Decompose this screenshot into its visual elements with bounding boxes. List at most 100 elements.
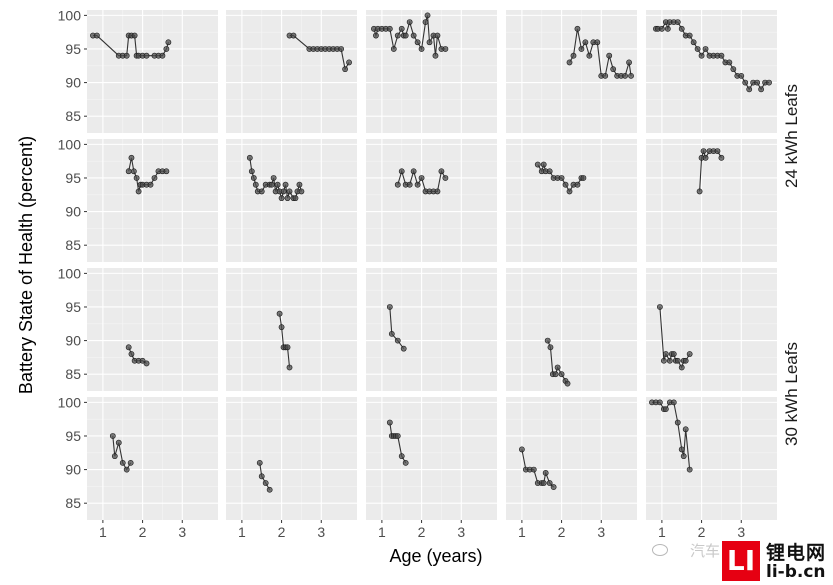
y-tick-label: 90: [65, 462, 81, 478]
data-point: [280, 188, 287, 195]
data-point: [766, 79, 772, 86]
data-point: [678, 25, 685, 32]
data-point: [700, 148, 707, 154]
data-point: [670, 399, 677, 406]
data-point: [530, 466, 537, 473]
data-point: [682, 357, 689, 364]
data-point: [147, 181, 154, 188]
x-tick-label: 1: [518, 524, 526, 540]
watermark-url: li-b.cn: [766, 562, 826, 582]
panel-2-0: [87, 268, 218, 391]
watermark-logo-icon: LI: [722, 541, 760, 581]
data-point: [133, 175, 140, 181]
data-point: [390, 46, 397, 52]
data-point: [696, 188, 703, 195]
data-point: [660, 357, 667, 364]
panel-3-0: [87, 397, 218, 520]
x-tick-label: 2: [139, 524, 147, 540]
data-point: [276, 310, 283, 317]
panel-background: [87, 139, 218, 262]
data-point: [266, 486, 273, 493]
data-point: [586, 52, 593, 59]
panel-2-4: [646, 268, 777, 391]
y-tick-label: 100: [58, 394, 82, 410]
data-point: [606, 52, 613, 59]
data-point: [698, 52, 705, 59]
panel-background: [87, 268, 218, 391]
panel-2-3: [506, 268, 637, 391]
data-point: [256, 459, 263, 466]
y-tick-label: 85: [65, 237, 81, 253]
data-point: [270, 175, 277, 181]
data-point: [442, 46, 449, 52]
panel-background: [506, 268, 637, 391]
panel-background: [506, 10, 637, 133]
x-axis: 1 2 3 1 2 3 1 2 3 1 2 3 1 2 3: [99, 520, 745, 540]
data-point: [690, 39, 697, 46]
y-tick-label: 85: [65, 108, 81, 124]
data-point: [662, 351, 669, 357]
data-point: [125, 344, 132, 351]
data-point: [558, 175, 565, 181]
data-point: [426, 39, 433, 46]
x-tick-label: 2: [418, 524, 426, 540]
data-point: [544, 337, 551, 344]
data-point: [268, 181, 275, 188]
y-tick-label: 100: [58, 7, 82, 23]
y-tick-label: 95: [65, 428, 81, 444]
data-point: [534, 161, 541, 168]
data-point: [658, 25, 665, 32]
x-tick-label: 3: [178, 524, 186, 540]
data-point: [135, 188, 142, 195]
data-point: [402, 459, 409, 466]
data-point: [570, 52, 577, 59]
panel-3-1: [226, 397, 357, 520]
data-point: [284, 195, 291, 202]
data-point: [123, 466, 130, 473]
data-point: [398, 168, 405, 175]
panel-background: [366, 397, 497, 520]
panel-3-2: [366, 397, 497, 520]
data-point: [718, 154, 725, 161]
data-point: [163, 168, 170, 175]
data-point: [111, 453, 118, 460]
data-point: [115, 439, 122, 446]
x-tick-label: 1: [99, 524, 107, 540]
data-point: [674, 419, 681, 426]
data-point: [286, 188, 293, 195]
data-point: [143, 52, 150, 59]
data-point: [165, 39, 172, 46]
data-point: [564, 380, 571, 387]
data-point: [286, 364, 293, 371]
data-point: [406, 181, 413, 188]
x-tick-label: 1: [378, 524, 386, 540]
panel-background: [226, 10, 357, 133]
data-point: [574, 181, 581, 188]
data-point: [694, 46, 701, 52]
data-point: [566, 188, 573, 195]
data-point: [726, 59, 733, 66]
data-point: [422, 19, 429, 25]
data-point: [284, 344, 291, 351]
data-point: [682, 426, 689, 433]
panel-background: [646, 397, 777, 520]
data-point: [714, 148, 721, 154]
data-point: [338, 46, 345, 52]
data-point: [656, 304, 663, 310]
data-point: [656, 399, 663, 406]
watermark-brand-name: 锂电网: [766, 542, 827, 564]
panel-background: [646, 268, 777, 391]
watermark-wechat-text: 汽车: [690, 542, 721, 560]
x-tick-label: 1: [238, 524, 246, 540]
series-line: [259, 462, 271, 491]
data-point: [388, 330, 395, 337]
panel-0-4: [646, 10, 777, 133]
data-point: [662, 406, 669, 412]
wechat-icon: [652, 544, 668, 556]
data-point: [290, 32, 297, 39]
data-point: [547, 344, 554, 351]
data-point: [400, 345, 407, 352]
panel-background: [366, 268, 497, 391]
watermark-logo-letters: LI: [726, 544, 756, 577]
